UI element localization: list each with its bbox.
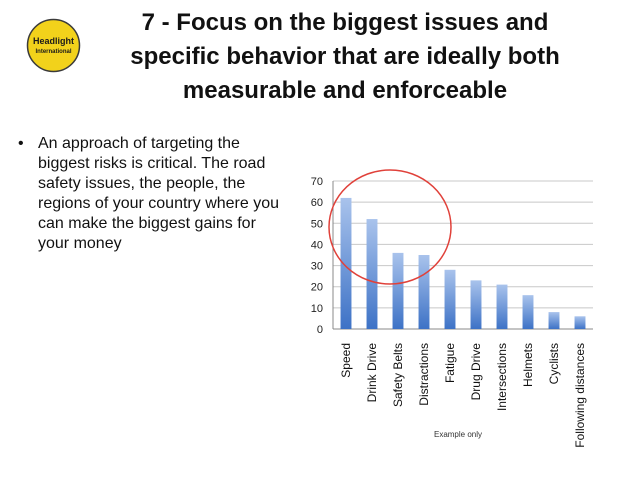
bar (470, 280, 482, 329)
y-tick-label: 30 (311, 261, 323, 273)
slide-title: 7 - Focus on the biggest issues and spec… (130, 9, 560, 104)
y-tick-label: 10 (311, 303, 323, 315)
bar (522, 295, 534, 329)
bar (548, 312, 560, 329)
x-tick-label: Distractions (417, 343, 431, 406)
logo-text-line1: Headlight (33, 36, 74, 46)
x-tick-label: Drug Drive (469, 343, 483, 401)
bar (418, 255, 430, 329)
x-tick-label: Drink Drive (365, 343, 379, 403)
bar (392, 252, 404, 329)
example-only-note: Example only (434, 430, 482, 439)
x-tick-label: Following distances (573, 343, 587, 448)
headlight-logo: Headlight International (26, 18, 81, 73)
bullet-list: • An approach of targeting the biggest r… (18, 134, 288, 254)
y-tick-label: 70 (311, 176, 323, 188)
logo-text-line2: International (35, 49, 71, 55)
bar (340, 197, 352, 329)
highlight-circle (328, 169, 452, 285)
x-tick-label: Fatigue (443, 343, 457, 383)
bar (444, 269, 456, 329)
logo-circle (26, 18, 81, 73)
x-tick-label: Safety Belts (391, 343, 405, 407)
bullet-text: An approach of targeting the biggest ris… (38, 135, 280, 252)
x-tick-label: Speed (339, 343, 353, 378)
y-tick-label: 0 (317, 324, 323, 336)
bar (496, 284, 508, 329)
y-tick-label: 40 (311, 239, 323, 251)
x-tick-label: Intersections (495, 343, 509, 411)
tick-labels: 0 10 20 30 40 50 60 70 Speed Drink Drive Safety Be… (311, 176, 587, 448)
y-tick-label: 50 (311, 218, 323, 230)
bars (340, 197, 586, 329)
x-tick-label: Helmets (521, 343, 535, 387)
y-tick-label: 20 (311, 282, 323, 294)
bar (574, 316, 586, 329)
bar (366, 219, 378, 329)
bullet-marker: • (18, 135, 24, 152)
x-tick-label: Cyclists (547, 343, 561, 384)
y-tick-label: 60 (311, 197, 323, 209)
